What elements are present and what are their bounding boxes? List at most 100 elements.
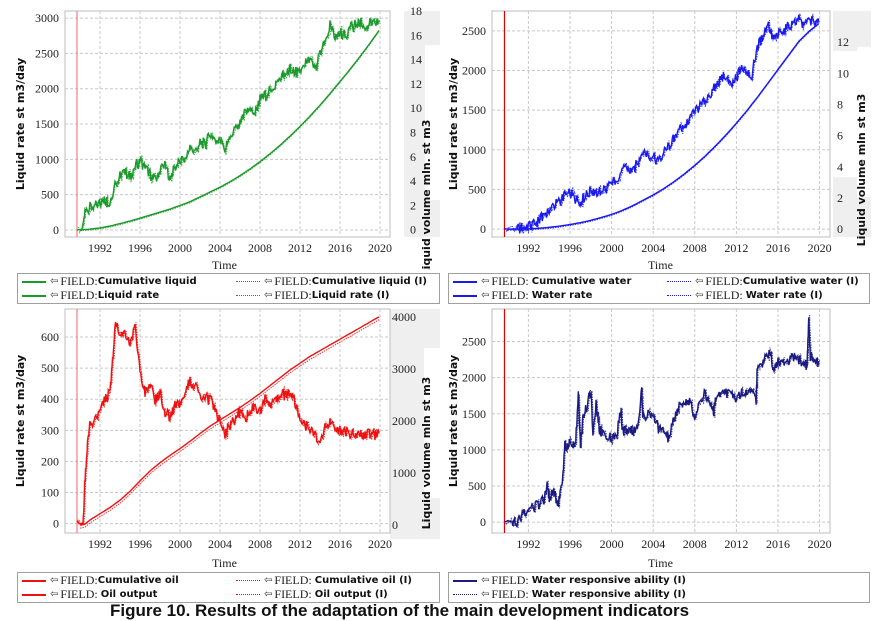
y2-tick-label: 12 [410,77,422,91]
legend-item[interactable]: ⇦ FIELD: Cumulative water (I) [667,274,859,288]
legend-responsive: ⇦ FIELD: Water responsive ability (I) ⇦ FIE… [448,572,870,603]
x-tick-label: 2012 [288,537,312,551]
legend-line-swatch [236,281,260,282]
y-axis-label: Liquid rate st m3/day [447,355,460,487]
arrow-icon: ⇦ [695,276,704,287]
legend-item[interactable]: ⇦ FIELD: Cumulative oil (I) [236,573,412,587]
y-tick-label: 2500 [35,46,59,60]
legend-item[interactable]: ⇦ FIELD: Water rate [453,288,592,302]
legend-item[interactable]: ⇦ FIELD: Water responsive ability (I) [453,573,686,587]
legend-field: FIELD: [60,288,98,302]
y-tick-label: 2500 [462,335,486,349]
series-line-dotted-water-rate [505,13,820,234]
x-tick-label: 1992 [88,241,112,255]
arrow-icon: ⇦ [264,575,273,586]
x-tick-label: 2012 [724,537,748,551]
y2-tick-label: 14 [410,53,422,67]
y2-tick-label: 3000 [392,362,416,376]
x-tick-label: 2016 [766,537,790,551]
y-axis-label: Liquid rate st m3/day [14,58,27,190]
y-axis-label: Liquid rate st m3/day [14,355,27,487]
legend-item[interactable]: ⇦ FIELD: Water responsive ability (I) [453,587,686,601]
x-axis-label: Time [212,258,237,272]
chart-water: 1992 1996 2000 2004 2008 2012 2016 2020 0 500 1000… [445,0,891,305]
y-tick-label: 0 [53,517,59,531]
legend-name: Cumulative liquid [97,276,197,287]
arrow-icon: ⇦ [50,575,59,586]
legend-item[interactable]: ⇦ FIELD: Oil output (I) [236,587,388,601]
arrow-icon: ⇦ [481,276,490,287]
y-tick-label: 600 [41,330,59,344]
legend-name: Cumulative water (I) [742,276,859,287]
legend-item[interactable]: ⇦ FIELD: Water rate (I) [667,288,823,302]
chart-responsive: 1992 1996 2000 2004 2008 2012 2016 2020 0 500 1000… [445,303,891,603]
legend-field: FIELD: [705,288,743,302]
arrow-icon: ⇦ [695,290,704,301]
y-tick-label: 1500 [462,103,486,117]
x-tick-label: 2000 [168,537,192,551]
y2-axis-label: Liquid volume mln st m3 [420,377,433,530]
arrow-icon: ⇦ [50,276,59,287]
x-tick-label: 2004 [208,241,232,255]
y2-tick-label: 8 [837,98,843,112]
x-axis-label: Time [212,556,237,570]
legend-item[interactable]: ⇦ FIELD: Cumulative oil [22,573,179,587]
chart-water-svg: 1992 1996 2000 2004 2008 2012 2016 202005001000… [447,10,877,255]
legend-name: Cumulative oil (I) [314,575,412,586]
legend-name: Water responsive ability (I) [531,589,686,600]
x-tick-label: 2012 [288,241,312,255]
y-tick-label: 300 [41,423,59,437]
x-tick-label: 2000 [168,241,192,255]
x-tick-label: 2000 [600,241,624,255]
x-tick-label: 2004 [641,537,665,551]
y-tick-label: 500 [468,182,486,196]
legend-name: Oil output (I) [314,589,388,600]
legend-item[interactable]: ⇦ FIELD: Liquid rate (I) [236,288,390,302]
x-tick-label: 2000 [600,537,624,551]
legend-field: FIELD: [274,288,312,302]
legend-name: Cumulative oil [97,575,179,586]
y-tick-label: 500 [41,188,59,202]
legend-item[interactable]: ⇦ FIELD: Oil output [22,587,157,601]
chart-oil-svg: 1992 1996 2000 2004 2008 2012 2016 202001002003… [14,308,444,551]
y-tick-label: 1500 [35,117,59,131]
y-tick-label: 0 [480,222,486,236]
arrow-icon: ⇦ [481,290,490,301]
y2-tick-label: 4 [837,160,843,174]
legend-field: FIELD: [60,274,98,288]
legend-line-swatch [453,579,477,582]
x-axis-label: Time [648,258,673,272]
y2-tick-label: 6 [410,150,416,164]
y2-tick-label: 2 [837,191,843,205]
x-tick-label: 2008 [683,241,707,255]
y2-tick-label: 16 [410,28,422,42]
y2-tick-label: 2 [410,198,416,212]
legend-line-swatch [667,281,691,282]
legend-water: ⇦ FIELD: Cumulative water ⇦ FIELD: Water rat… [448,273,870,304]
legend-line-swatch [22,280,46,283]
legend-item[interactable]: ⇦ FIELD: Cumulative water [453,274,631,288]
series-line-dotted-cumulative-oil [79,319,380,529]
y2-tick-label: 2000 [392,414,416,428]
legend-field: FIELD: [274,573,312,587]
y2-tick-label: 10 [410,101,422,115]
arrow-icon: ⇦ [50,290,59,301]
y-tick-label: 2000 [462,63,486,77]
x-tick-label: 2016 [766,241,790,255]
legend-item[interactable]: ⇦ FIELD: Liquid rate [22,288,159,302]
x-axis-label: Time [648,556,673,570]
y2-tick-label: 6 [837,129,843,143]
y-tick-label: 1000 [35,152,59,166]
legend-name: Liquid rate (I) [311,290,390,301]
y2-tick-label: 10 [837,66,849,80]
y-tick-label: 2000 [462,371,486,385]
series-line-dotted-cumulative-liquid [79,31,380,232]
right-axis-label-panel [857,47,877,197]
legend-item[interactable]: ⇦ FIELD: Cumulative liquid [22,274,197,288]
x-tick-label: 1996 [128,537,152,551]
legend-field: FIELD: [60,573,98,587]
y-tick-label: 1000 [462,143,486,157]
legend-item[interactable]: ⇦ FIELD: Cumulative liquid (I) [236,274,427,288]
legend-field: FIELD: [491,587,529,601]
series-line-water-responsive-ability-i- [504,317,820,528]
